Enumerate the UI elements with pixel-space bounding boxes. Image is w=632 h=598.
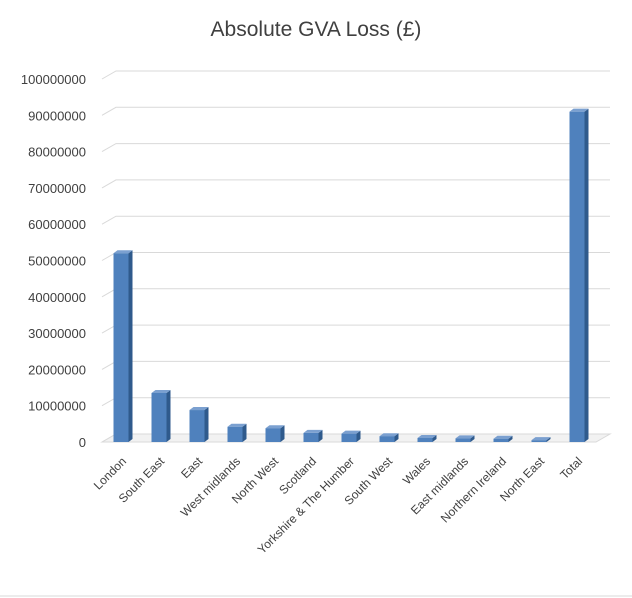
bar-side: [204, 407, 209, 442]
y-tick-label: 40000000: [28, 290, 86, 305]
bar-front: [379, 436, 395, 442]
y-tick-label: 90000000: [28, 108, 86, 123]
gridline: [101, 179, 610, 189]
gridline: [101, 70, 610, 80]
y-tick-label: 30000000: [28, 326, 86, 341]
x-tick-label: Northern Ireland: [438, 454, 509, 525]
bar-top: [189, 407, 209, 411]
bar: [417, 435, 437, 442]
bar-top: [113, 250, 133, 254]
gridline: [101, 397, 610, 407]
bar: [341, 430, 361, 442]
bar: [569, 108, 589, 443]
bar-side: [508, 435, 513, 442]
bar-side: [432, 435, 437, 442]
bar-side: [356, 430, 361, 442]
bar-side: [584, 108, 589, 443]
bar: [227, 423, 247, 442]
gridline: [101, 324, 610, 334]
bar-front: [189, 410, 205, 442]
bar-top: [531, 437, 551, 441]
bar-side: [318, 429, 323, 442]
bar: [189, 407, 209, 442]
bar-side: [166, 389, 171, 442]
bar-front: [531, 440, 547, 442]
y-tick-label: 50000000: [28, 254, 86, 269]
bar-top: [151, 389, 171, 393]
y-axis-tick-labels: 0 10000000 20000000 30000000 40000000 5000000…: [21, 72, 86, 450]
bar-top: [379, 433, 399, 437]
bar-top: [417, 435, 437, 439]
bar-front: [455, 438, 471, 442]
bar-front: [417, 438, 433, 442]
bar-front: [113, 253, 129, 442]
bar-top: [227, 423, 247, 427]
bar-side: [470, 435, 475, 442]
bar-side: [546, 437, 551, 442]
gridline: [101, 288, 610, 298]
bar-front: [151, 392, 167, 442]
y-tick-label: 60000000: [28, 217, 86, 232]
gridline: [101, 360, 610, 370]
gridlines: [101, 70, 610, 443]
bar-top: [455, 435, 475, 439]
bar: [455, 435, 475, 442]
bar: [151, 389, 171, 442]
bar-front: [303, 432, 319, 442]
y-tick-label: 100000000: [21, 72, 86, 87]
bars: [113, 108, 589, 443]
bar: [379, 433, 399, 442]
bar-top: [341, 430, 361, 434]
x-tick-label: Wales: [400, 454, 433, 487]
gridline: [101, 215, 610, 225]
gridline: [101, 106, 610, 116]
chart-title: Absolute GVA Loss (£): [211, 18, 422, 41]
bar-top: [493, 435, 513, 439]
bar-front: [341, 433, 357, 442]
y-tick-label: 10000000: [28, 399, 86, 414]
bar-front: [493, 438, 509, 442]
bar-top: [569, 108, 589, 112]
x-tick-label: Total: [557, 454, 585, 482]
bar: [493, 435, 513, 442]
bar: [303, 429, 323, 442]
bar-front: [265, 428, 281, 442]
bar-side: [128, 250, 133, 442]
y-tick-label: 0: [79, 435, 86, 450]
bar-front: [227, 426, 243, 442]
x-tick-label: East: [178, 454, 205, 481]
y-tick-label: 20000000: [28, 362, 86, 377]
y-tick-label: 70000000: [28, 181, 86, 196]
bar: [265, 425, 285, 442]
bar-side: [242, 423, 247, 442]
gridline: [101, 252, 610, 261]
y-tick-label: 80000000: [28, 145, 86, 160]
bar-side: [394, 433, 399, 442]
bar-front: [569, 111, 585, 443]
gridline: [101, 143, 610, 153]
bar-top: [265, 425, 285, 429]
bar-top: [303, 429, 323, 433]
bar: [113, 250, 133, 442]
bar-side: [280, 425, 285, 442]
bar: [531, 437, 551, 442]
